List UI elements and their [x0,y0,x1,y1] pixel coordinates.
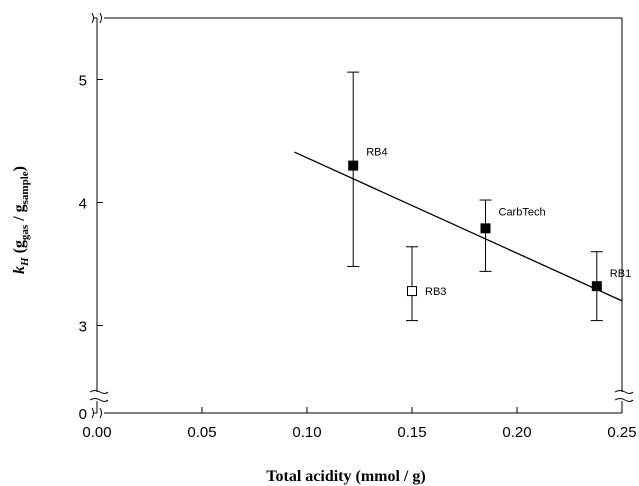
x-tick-label: 0.20 [502,424,531,441]
y-axis-title-mid: / g [11,204,28,224]
x-tick-label: 0.25 [607,424,636,441]
data-point [591,281,602,292]
data-point [348,160,359,171]
data-point-label: RB1 [610,268,631,280]
y-ticks: 0 3 4 5 [79,73,103,423]
data-point-label: RB3 [425,286,446,298]
fit-line-group [294,151,623,302]
data-point-label: RB4 [366,147,387,159]
x-tick-label: 0.00 [82,424,111,441]
y-tick-label: 0 [79,406,87,423]
y-axis-title-open: (g [11,240,28,257]
data-point-label: CarbTech [499,206,546,218]
x-tick-label: 0.05 [187,424,216,441]
x-tick-label: 0.10 [292,424,321,441]
break-mark-bottom [91,407,102,419]
x-ticks: 0.00 0.05 0.10 0.15 0.20 0.25 [82,407,637,441]
y-tick-label: 5 [79,73,87,90]
y-axis-title-base-sub: H [19,257,31,267]
data-point [407,286,417,297]
break-mark-top [91,12,102,24]
fit-line [294,151,623,302]
y-axis-title-sub1: gas [19,224,31,240]
break-mark-left [89,390,109,402]
y-axis-title-base: k [11,266,28,274]
data-points: RB4 RB3 CarbTech RB1 [347,71,631,322]
data-point [480,223,491,234]
y-axis-title-sub2: sample [19,171,31,204]
y-tick-label: 4 [79,196,87,213]
break-mark-right [614,390,634,402]
axes [89,12,634,419]
y-axis-title-close: ) [11,166,28,171]
y-axis-title: kH (ggas / gsample) [11,166,31,274]
x-tick-label: 0.15 [397,424,426,441]
y-tick-label: 3 [79,319,87,336]
x-axis-title: Total acidity (mmol / g) [266,468,425,485]
